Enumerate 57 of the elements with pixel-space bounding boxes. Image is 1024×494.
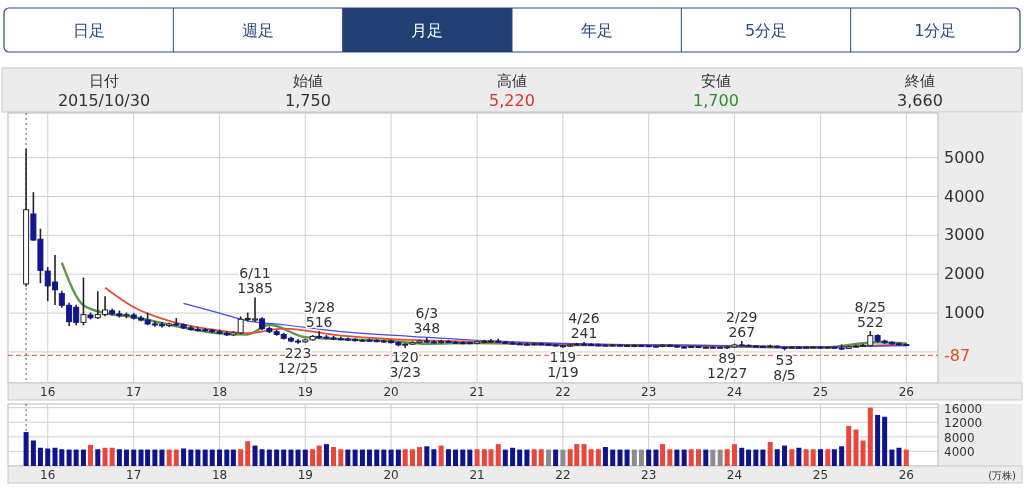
x-tick-label: 23 [641, 468, 657, 482]
y-tick-label: 12000 [944, 416, 983, 431]
y-tick-label: 3000 [944, 225, 985, 245]
category-label: 5分足 [744, 21, 788, 40]
y-tick-label: 5000 [944, 147, 985, 167]
x-tick-label: 20 [383, 468, 399, 482]
x-tick-label: 21 [469, 468, 485, 482]
x-tick-label: 22 [555, 468, 571, 482]
text: 2015/10/30 [57, 91, 151, 110]
y-tick-label: 1000 [944, 303, 985, 323]
text: 始値 [293, 72, 323, 90]
text: 3,660 [897, 91, 943, 110]
text: 安値 [701, 72, 731, 90]
x-tick-label: 26 [898, 385, 914, 399]
y-tick-label: 8000 [944, 430, 975, 445]
x-tick-label: 24 [726, 385, 743, 399]
x-tick-label: 16 [40, 385, 56, 399]
x-tick-label: 17 [126, 468, 142, 482]
text: 高値 [497, 72, 527, 90]
x-tick-label: 19 [297, 468, 313, 482]
x-tick-label: 20 [383, 385, 399, 399]
category-label: 1分足 [914, 21, 957, 40]
y-axis-title: (万株) [988, 470, 1017, 481]
category-label: 年足 [580, 21, 613, 40]
text: 1,750 [285, 91, 331, 110]
x-tick-label: 26 [898, 468, 914, 482]
text: 5,220 [489, 91, 535, 110]
x-tick-label: 17 [126, 385, 142, 399]
y-tick-label: 2000 [944, 264, 985, 284]
x-tick-label: 18 [211, 468, 228, 482]
category-label: 月足 [411, 21, 444, 40]
annotation: 3/28 516 [303, 298, 335, 330]
x-tick-label: 18 [211, 385, 228, 399]
x-tick-label: 25 [812, 385, 829, 399]
annotation: 6/3 348 [413, 305, 441, 337]
y-tick-label: 4000 [944, 186, 985, 206]
category-label: 日足 [72, 21, 105, 40]
ref-line-label: -87 [944, 346, 971, 366]
y-tick-label: 4000 [944, 445, 975, 460]
text: 1,700 [693, 91, 739, 110]
x-tick-label: 16 [40, 468, 56, 482]
annotation: 223 12/25 [277, 345, 319, 377]
x-tick-label: 24 [726, 468, 743, 482]
x-tick-label: 22 [555, 385, 571, 399]
y-tick-label: 16000 [944, 401, 983, 416]
text: 終値 [904, 72, 935, 90]
x-tick-label: 21 [469, 385, 485, 399]
annotation: 8/25 522 [854, 298, 887, 330]
annotation: 53 8/5 [773, 351, 796, 383]
text: 日付 [89, 72, 119, 90]
annotation: 6/11 1385 [237, 265, 273, 297]
category-label: 週足 [242, 21, 274, 40]
x-tick-label: 25 [812, 468, 829, 482]
annotation: 4/26 241 [568, 309, 600, 341]
annotation: 2/29 267 [726, 308, 758, 340]
x-tick-label: 23 [641, 385, 657, 399]
x-tick-label: 19 [297, 385, 313, 399]
